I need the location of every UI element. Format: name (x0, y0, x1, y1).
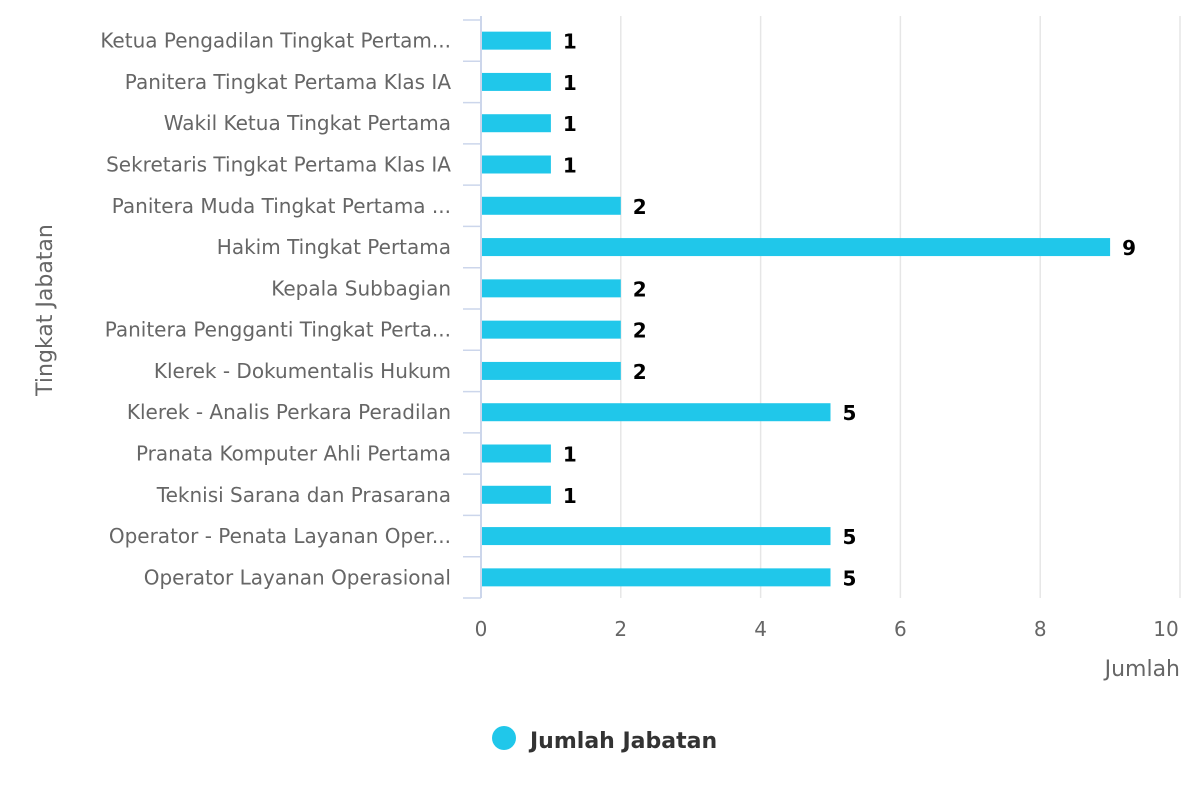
data-label: 2 (633, 195, 647, 219)
bar[interactable] (481, 114, 551, 133)
gridlines (620, 16, 1181, 598)
data-label: 1 (563, 154, 577, 178)
legend[interactable]: Jumlah Jabatan (492, 726, 717, 754)
data-label: 5 (843, 525, 857, 549)
bar[interactable] (481, 320, 621, 339)
category-label: Ketua Pengadilan Tingkat Pertam... (100, 29, 451, 53)
category-label: Panitera Pengganti Tingkat Perta... (105, 318, 451, 342)
bar[interactable] (481, 527, 831, 546)
legend-label[interactable]: Jumlah Jabatan (528, 729, 717, 754)
category-label: Klerek - Dokumentalis Hukum (154, 359, 451, 383)
category-label: Kepala Subbagian (271, 276, 451, 300)
category-label: Sekretaris Tingkat Pertama Klas IA (106, 153, 451, 177)
category-label: Hakim Tingkat Pertama (217, 235, 451, 259)
category-label: Panitera Muda Tingkat Pertama ... (112, 194, 451, 218)
x-tick-label: 10 (1153, 617, 1178, 641)
data-label: 2 (633, 319, 647, 343)
data-label: 9 (1122, 236, 1136, 260)
data-label: 5 (843, 401, 857, 425)
data-label: 1 (563, 71, 577, 95)
axes (463, 16, 482, 599)
data-label: 1 (563, 112, 577, 136)
bar[interactable] (481, 196, 621, 215)
x-tick-label: 2 (614, 617, 627, 641)
x-tick-label: 6 (894, 617, 907, 641)
bar[interactable] (481, 485, 551, 504)
bar[interactable] (481, 72, 551, 91)
bar[interactable] (481, 361, 621, 380)
category-label: Panitera Tingkat Pertama Klas IA (125, 70, 452, 94)
category-label: Operator - Penata Layanan Oper... (109, 524, 451, 548)
data-label: 1 (563, 443, 577, 467)
bar[interactable] (481, 568, 831, 587)
x-axis-title: Jumlah (1103, 657, 1180, 682)
data-label: 1 (563, 30, 577, 54)
labels: 0 2 4 6 8 10 Ketua Pengadilan Tingkat Pertam..… (100, 29, 1178, 641)
legend-marker-icon (492, 726, 516, 750)
data-label: 2 (633, 277, 647, 301)
data-label: 1 (563, 484, 577, 508)
x-tick-label: 4 (754, 617, 767, 641)
bar[interactable] (481, 279, 621, 298)
bar[interactable] (481, 31, 551, 50)
bar[interactable] (481, 444, 551, 463)
category-label: Klerek - Analis Perkara Peradilan (127, 400, 451, 424)
data-label: 2 (633, 360, 647, 384)
bar[interactable] (481, 238, 1111, 257)
bar[interactable] (481, 403, 831, 422)
x-tick-label: 0 (475, 617, 488, 641)
bars (481, 31, 1111, 587)
category-label: Operator Layanan Operasional (144, 565, 451, 589)
bar[interactable] (481, 155, 551, 174)
category-label: Pranata Komputer Ahli Pertama (136, 442, 451, 466)
x-tick-label: 8 (1034, 617, 1047, 641)
category-label: Teknisi Sarana dan Prasarana (156, 483, 451, 507)
y-axis-title: Tingkat Jabatan (33, 224, 58, 397)
category-label: Wakil Ketua Tingkat Pertama (164, 111, 451, 135)
data-label: 5 (843, 566, 857, 590)
